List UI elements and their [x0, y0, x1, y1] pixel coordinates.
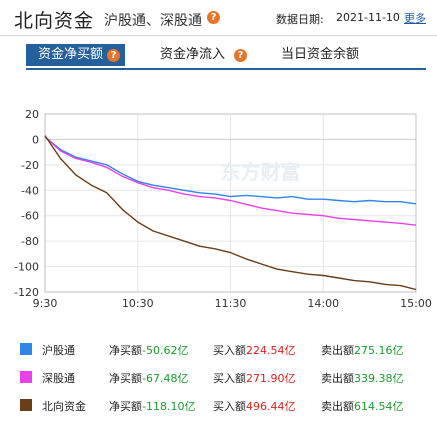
- tab-net-buy-label: 资金净买额: [38, 47, 104, 62]
- y-tick-label: -20: [21, 159, 39, 172]
- help-icon[interactable]: ?: [107, 49, 121, 62]
- sell-value: 339.38亿: [354, 372, 404, 385]
- buy-label: 买入额: [213, 344, 246, 357]
- more-link[interactable]: 更多: [404, 12, 426, 25]
- chart-area: 20 0 -20 -40 -60 -80 -100 -120 9:30 10:30 11:30 14:…: [0, 74, 437, 314]
- watermark: 东方财富: [221, 160, 301, 184]
- x-tick-label: 9:30: [33, 297, 58, 310]
- buy-value: 224.54亿: [246, 344, 296, 357]
- y-tick-label: 0: [32, 133, 39, 146]
- header: 北向资金 沪股通、深股通 ? 数据日期: 2021-11-10 更多: [0, 0, 437, 36]
- buy-label: 买入额: [213, 372, 246, 385]
- tab-net-inflow-label: 资金净流入: [160, 47, 226, 62]
- y-tick-label: -120: [14, 286, 39, 299]
- y-tick-label: -40: [21, 184, 39, 197]
- tab-net-inflow[interactable]: 资金净流入 ?: [160, 44, 247, 66]
- y-tick-label: 20: [25, 108, 39, 121]
- sell-label: 卖出额: [321, 344, 354, 357]
- legend-buy: 买入额271.90亿: [213, 370, 296, 386]
- y-tick-label: -60: [21, 210, 39, 223]
- legend-row-sh: 沪股通 净买额-50.62亿 买入额224.54亿 卖出额275.16亿: [0, 338, 437, 362]
- net-label: 净买额: [109, 372, 142, 385]
- legend-name: 沪股通: [42, 344, 75, 357]
- tab-daily-balance-label: 当日资金余额: [281, 47, 360, 62]
- legend-sell: 卖出额339.38亿: [321, 370, 404, 386]
- legend-swatch: [20, 343, 32, 355]
- legend-row-sz: 深股通 净买额-67.48亿 买入额271.90亿 卖出额339.38亿: [0, 366, 437, 390]
- sell-value: 275.16亿: [354, 344, 404, 357]
- help-icon[interactable]: ?: [234, 49, 247, 62]
- buy-value: 271.90亿: [246, 372, 296, 385]
- legend-sell: 卖出额275.16亿: [321, 342, 404, 358]
- net-value: -50.62亿: [142, 344, 189, 357]
- legend-swatch: [20, 399, 32, 411]
- date-label: 数据日期:: [276, 13, 324, 26]
- tab-net-buy[interactable]: 资金净买额 ?: [26, 44, 126, 66]
- legend-buy: 买入额224.54亿: [213, 342, 296, 358]
- x-tick-label: 14:00: [307, 297, 339, 310]
- tab-bar: 资金净买额 ? 资金净流入 ? 当日资金余额: [0, 44, 437, 68]
- series-line: [44, 135, 417, 291]
- legend-swatch: [20, 371, 32, 383]
- page-title: 北向资金: [14, 10, 95, 32]
- net-value: -67.48亿: [142, 372, 189, 385]
- legend-net: 净买额-118.10亿: [109, 398, 195, 414]
- legend-sell: 卖出额614.54亿: [321, 398, 404, 414]
- x-tick-label: 11:30: [215, 297, 247, 310]
- tab-daily-balance[interactable]: 当日资金余额: [281, 44, 359, 66]
- legend-name: 深股通: [42, 372, 75, 385]
- tab-underline: [26, 68, 426, 70]
- legend-name: 北向资金: [42, 400, 86, 413]
- net-label: 净买额: [109, 344, 142, 357]
- sell-value: 614.54亿: [354, 400, 404, 413]
- buy-value: 496.44亿: [246, 400, 296, 413]
- x-tick-label: 15:00: [400, 297, 432, 310]
- legend-net: 净买额-50.62亿: [109, 342, 188, 358]
- net-label: 净买额: [109, 400, 142, 413]
- header-divider: [0, 35, 437, 36]
- y-tick-label: -80: [21, 235, 39, 248]
- date-value: 2021-11-10: [336, 11, 400, 24]
- legend-net: 净买额-67.48亿: [109, 370, 188, 386]
- legend-buy: 买入额496.44亿: [213, 398, 296, 414]
- plot-frame: [44, 113, 417, 293]
- series-line: [44, 136, 417, 205]
- y-tick-label: -100: [14, 261, 39, 274]
- help-icon[interactable]: ?: [207, 11, 220, 24]
- sell-label: 卖出额: [321, 400, 354, 413]
- legend-row-north: 北向资金 净买额-118.10亿 买入额496.44亿 卖出额614.54亿: [0, 394, 437, 418]
- sell-label: 卖出额: [321, 372, 354, 385]
- series-line: [44, 136, 417, 226]
- net-value: -118.10亿: [142, 400, 196, 413]
- page-subtitle: 沪股通、深股通: [104, 13, 202, 29]
- x-tick-label: 10:30: [122, 297, 154, 310]
- buy-label: 买入额: [213, 400, 246, 413]
